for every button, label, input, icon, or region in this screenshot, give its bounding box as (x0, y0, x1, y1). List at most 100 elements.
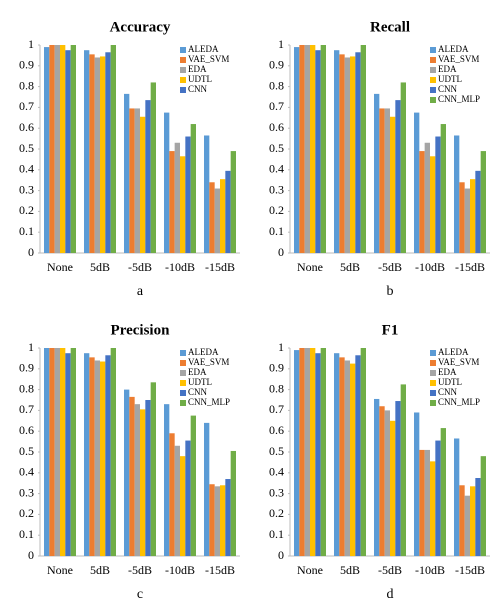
caption: a (137, 284, 144, 299)
y-tick-label: 0.8 (19, 78, 34, 92)
bar (49, 348, 55, 556)
bar (480, 456, 486, 556)
chart-title: Precision (111, 322, 171, 338)
bar (65, 50, 71, 254)
bar (454, 135, 460, 253)
legend-swatch (430, 57, 436, 63)
legend-label: CNN (188, 84, 208, 94)
bar (384, 410, 390, 556)
bar (400, 384, 406, 556)
y-tick-label: 0.2 (19, 506, 34, 520)
bar (185, 136, 191, 253)
y-tick-label: 0.4 (269, 162, 284, 176)
y-tick-label: 0.7 (269, 402, 284, 416)
y-tick-label: 0.9 (269, 58, 284, 72)
bar (339, 54, 345, 253)
legend-label: VAE_SVM (438, 357, 479, 367)
legend-label: CNN_MLP (438, 397, 480, 407)
y-tick-label: 1 (278, 340, 284, 354)
bar (220, 179, 226, 253)
bar (435, 440, 441, 556)
bar (304, 348, 310, 556)
bar (414, 112, 420, 253)
bar (350, 56, 356, 253)
bar (204, 135, 210, 253)
bar (374, 398, 380, 556)
bar (110, 348, 116, 556)
legend-swatch (430, 360, 436, 366)
y-tick-label: 0.9 (19, 361, 34, 375)
bar (49, 45, 55, 253)
legend-label: UDTL (438, 74, 462, 84)
x-tick-label: -5dB (128, 260, 152, 274)
legend-swatch (430, 370, 436, 376)
x-tick-label: 5dB (90, 260, 110, 274)
bar (54, 348, 60, 556)
bar (150, 382, 156, 556)
y-tick-label: 0 (278, 548, 284, 562)
bar (214, 188, 220, 253)
legend-swatch (180, 400, 186, 406)
bar (89, 54, 95, 253)
bar (395, 100, 401, 254)
bar (164, 112, 170, 253)
legend-swatch (180, 47, 186, 53)
legend-swatch (430, 87, 436, 93)
bar (129, 108, 135, 253)
bar (169, 433, 175, 556)
bar (459, 182, 465, 253)
bar (390, 420, 396, 556)
y-tick-label: 0 (28, 245, 34, 259)
y-tick-label: 0.4 (269, 465, 284, 479)
legend-label: UDTL (188, 377, 212, 387)
bar (230, 450, 236, 556)
legend-swatch (180, 77, 186, 83)
bar (84, 50, 90, 254)
legend-swatch (430, 380, 436, 386)
legend-label: ALEDA (188, 44, 219, 54)
y-tick-label: 0.2 (269, 506, 284, 520)
caption: c (137, 587, 143, 602)
bar (310, 348, 316, 556)
y-tick-label: 0.1 (19, 224, 34, 238)
bar (70, 45, 76, 253)
bar (414, 412, 420, 556)
bar (464, 495, 470, 556)
caption: d (387, 587, 394, 602)
bar (310, 45, 316, 253)
bar (454, 438, 460, 556)
y-tick-label: 0.8 (19, 381, 34, 395)
legend-label: EDA (438, 367, 457, 377)
bar (475, 478, 481, 556)
x-tick-label: None (297, 260, 323, 274)
y-tick-label: 0.6 (269, 423, 284, 437)
bar (54, 45, 60, 253)
bar (174, 142, 180, 253)
legend-swatch (180, 380, 186, 386)
x-tick-label: -5dB (378, 260, 402, 274)
x-tick-label: -15dB (205, 563, 235, 577)
x-tick-label: -10dB (165, 260, 195, 274)
y-tick-label: 0.7 (19, 402, 34, 416)
bar (105, 52, 111, 253)
legend-label: VAE_SVM (438, 54, 479, 64)
legend-label: VAE_SVM (188, 357, 229, 367)
bar (424, 449, 430, 556)
x-tick-label: 5dB (340, 563, 360, 577)
legend-label: ALEDA (188, 347, 219, 357)
bar (470, 179, 476, 253)
bar (94, 57, 100, 254)
y-tick-label: 0.2 (19, 203, 34, 217)
y-tick-label: 1 (278, 37, 284, 51)
legend-swatch (430, 350, 436, 356)
bar (430, 156, 436, 253)
y-tick-label: 0.3 (19, 485, 34, 499)
y-tick-label: 1 (28, 340, 34, 354)
bar (180, 456, 186, 556)
bar (435, 136, 441, 253)
bar (60, 45, 66, 253)
bar (355, 52, 361, 253)
legend-swatch (180, 360, 186, 366)
legend-label: VAE_SVM (188, 54, 229, 64)
y-tick-label: 1 (28, 37, 34, 51)
